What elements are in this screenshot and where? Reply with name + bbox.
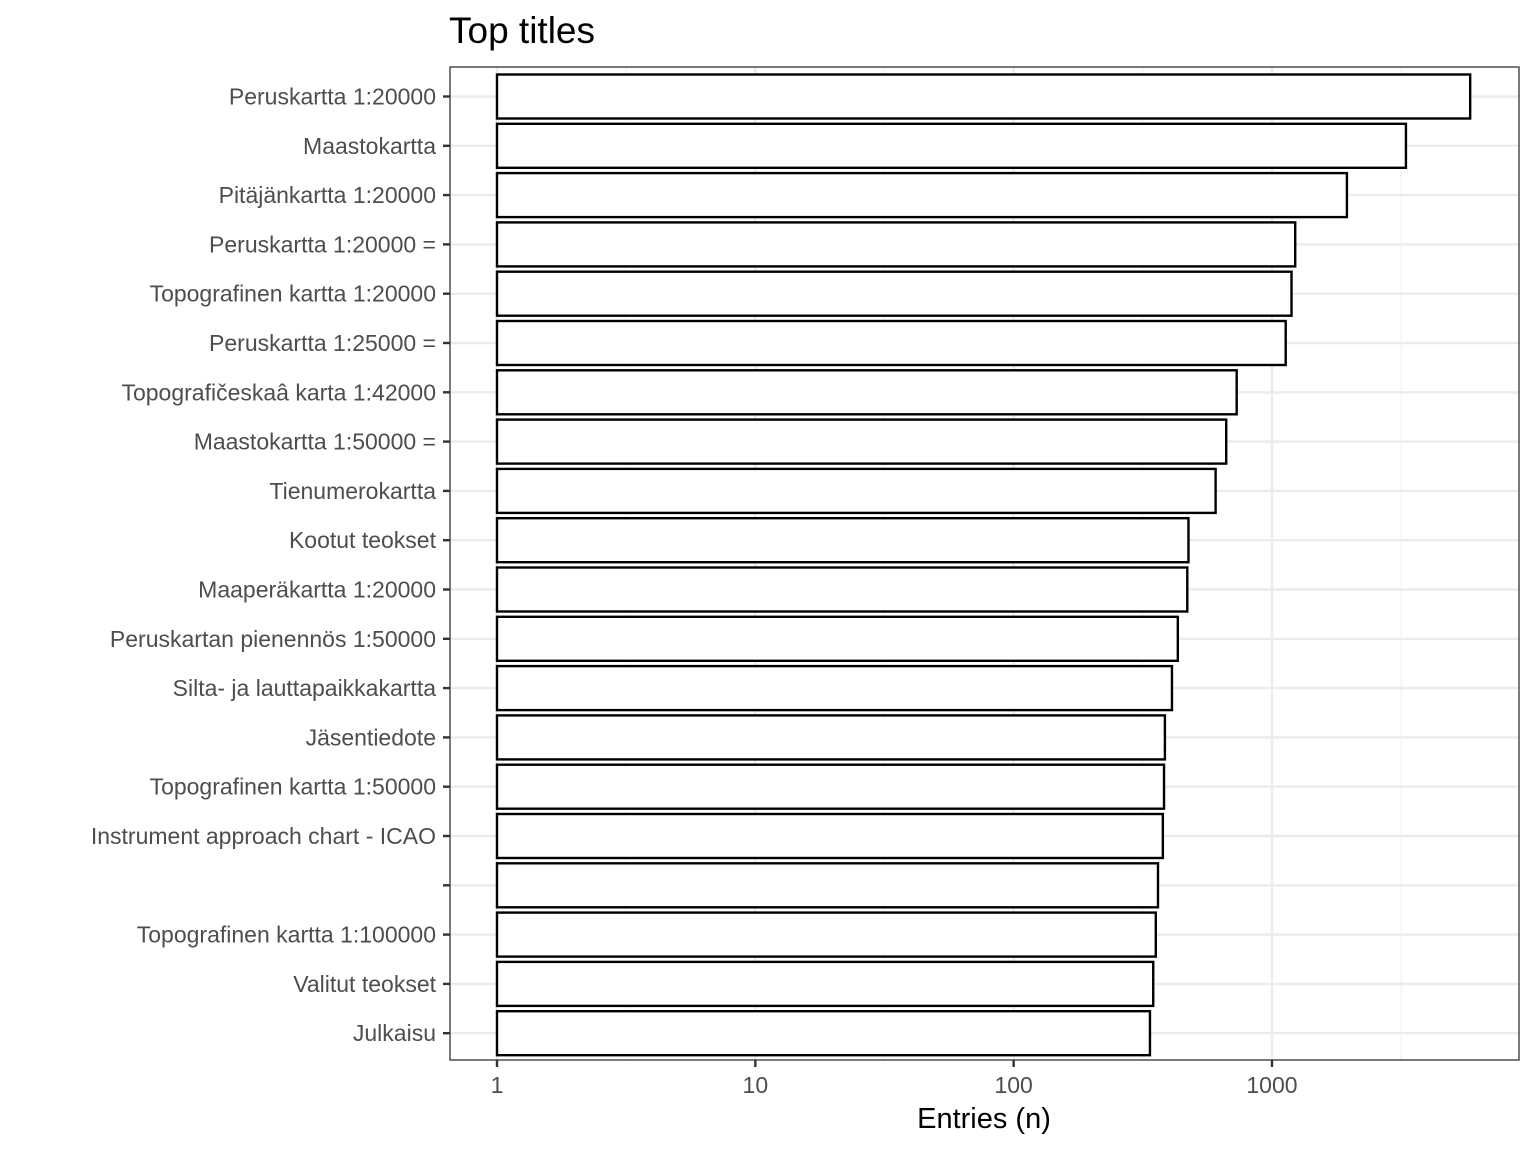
bar (495, 862, 1160, 909)
y-tick-label: Maaperäkartta 1:20000 (198, 577, 436, 603)
bar (495, 73, 1472, 120)
bar (495, 1010, 1152, 1057)
y-tick-label: Peruskartta 1:20000 (229, 84, 436, 110)
bar (495, 664, 1174, 712)
bar (495, 763, 1166, 810)
bar (495, 960, 1155, 1008)
plot-panel-border (449, 66, 1520, 1061)
y-tick-label: Peruskartta 1:25000 = (209, 330, 436, 356)
y-tick-label: Jäsentiedote (306, 724, 436, 750)
y-tick-label: Pitäjänkartta 1:20000 (219, 182, 436, 208)
y-tick-label: Peruskartta 1:20000 = (209, 231, 436, 257)
x-tick-label: 1000 (1246, 1072, 1297, 1098)
x-tick-label: 1 (491, 1072, 504, 1098)
bar (495, 418, 1228, 465)
y-tick-label: Julkaisu (353, 1020, 436, 1046)
bar (495, 911, 1158, 958)
y-tick-label: Silta- ja lauttapaikkakartta (173, 675, 437, 701)
y-tick-label: Maastokartta 1:50000 = (194, 429, 436, 455)
y-tick-label: Valitut teokset (293, 971, 436, 997)
y-tick-label: Peruskartan pienennös 1:50000 (110, 626, 436, 652)
chart-title: Top titles (449, 10, 595, 51)
bar (495, 714, 1167, 761)
y-tick-label: Topografičeskaâ karta 1:42000 (121, 379, 436, 405)
bar (495, 566, 1189, 613)
bar (495, 122, 1408, 170)
bar (495, 270, 1293, 317)
bar (495, 171, 1349, 219)
bar (495, 615, 1180, 662)
y-tick-label: Instrument approach chart - ICAO (91, 823, 436, 849)
y-axis: Peruskartta 1:20000 Maastokartta Pitäjänka… (91, 84, 450, 1046)
y-tick-label: Topografinen kartta 1:50000 (150, 774, 436, 800)
y-tick-label: Kootut teokset (289, 527, 437, 553)
bar (495, 812, 1165, 860)
bars (495, 73, 1472, 1057)
y-tick-label: Topografinen kartta 1:20000 (150, 281, 436, 307)
bar (495, 467, 1217, 515)
bar (495, 221, 1297, 268)
bar (495, 369, 1238, 416)
x-tick-label: 100 (994, 1072, 1032, 1098)
bar (495, 319, 1287, 367)
x-tick-label: 10 (743, 1072, 769, 1098)
y-tick-label: Topografinen kartta 1:100000 (137, 922, 436, 948)
y-tick-label: Tienumerokartta (269, 478, 436, 504)
x-axis-title: Entries (n) (917, 1103, 1051, 1135)
x-axis: 1 10 100 1000 (491, 1060, 1298, 1098)
bar (495, 517, 1190, 564)
y-tick-label: Maastokartta (303, 133, 436, 159)
